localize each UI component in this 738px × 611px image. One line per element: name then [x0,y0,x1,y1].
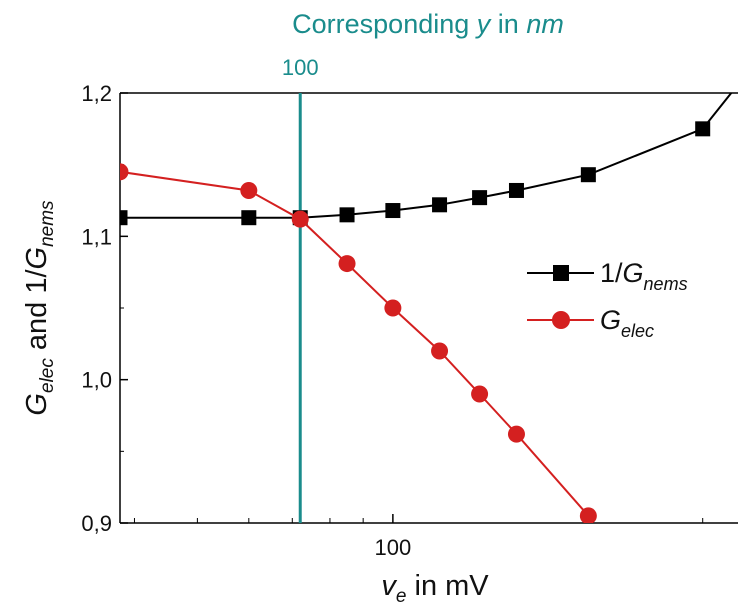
circle-point [507,425,525,443]
square-point [472,190,488,206]
circle-point [384,299,402,317]
circle-point [240,181,258,199]
series-line-0 [120,93,733,219]
plot-area [120,93,733,523]
square-point [385,203,401,219]
legend-label-1: Gelec [600,305,654,341]
legend-marker-1 [552,311,570,329]
circle-point [579,507,597,523]
square-point [241,210,257,226]
series-line-1 [120,170,590,517]
y-axis-title: Gelec and 1/Gnems [21,200,58,416]
y-tick-label: 0,9 [81,511,112,536]
circle-point [471,385,489,403]
legend-label-0: 1/Gnems [600,258,688,294]
x-tick-label: 100 [375,535,412,560]
y-tick-label: 1,1 [81,224,112,249]
y-tick-label: 1,2 [81,81,112,106]
x-axis-title: ve in mV [381,570,489,607]
square-point [508,182,524,198]
square-point [120,210,128,226]
square-point [580,167,596,183]
circle-point [291,210,309,228]
square-point [339,207,355,223]
circle-point [338,255,356,273]
top-tick-label: 100 [282,55,319,80]
circle-point [431,342,449,360]
square-point [695,121,711,137]
square-point [432,197,448,213]
legend-marker-0 [553,265,569,281]
top-axis-title: Corresponding y in nm [292,9,564,39]
circle-point [120,163,129,181]
y-tick-label: 1,0 [81,368,112,393]
